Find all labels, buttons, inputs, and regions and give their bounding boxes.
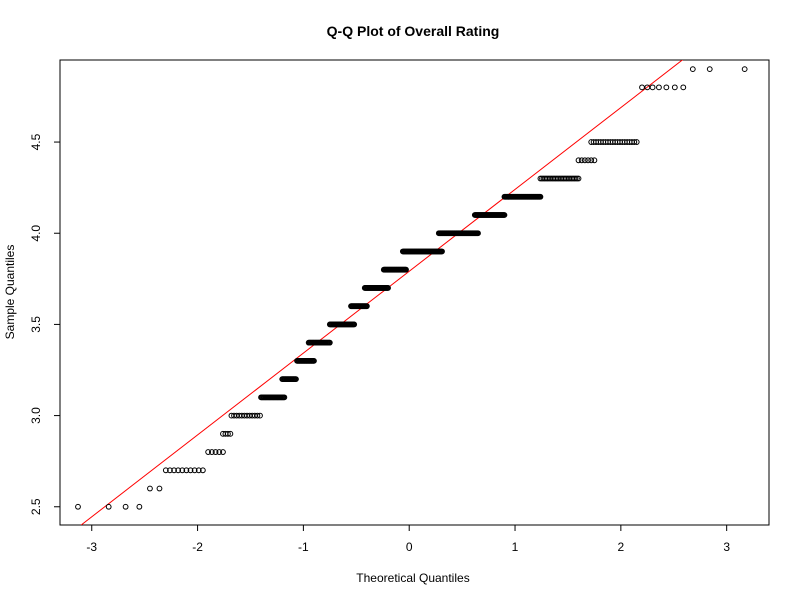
data-point (162, 467, 169, 474)
data-point (649, 84, 656, 91)
data-point (578, 157, 585, 164)
x-tick-label: -3 (86, 540, 97, 554)
data-point (351, 321, 358, 328)
data-point (537, 193, 544, 200)
data-point (212, 449, 219, 455)
data-point (199, 467, 206, 474)
data-point (591, 157, 598, 164)
data-point (254, 412, 261, 419)
data-point (136, 503, 143, 510)
x-tick-label: -2 (192, 540, 203, 554)
plot-frame (59, 59, 770, 526)
data-point (639, 84, 645, 91)
data-point (122, 503, 129, 510)
x-tick-label: 3 (723, 540, 730, 554)
y-axis: 2.5 3.0 3.5 4.0 4.5 (29, 133, 61, 515)
data-point (689, 66, 696, 73)
data-point (227, 430, 234, 437)
data-point (585, 157, 591, 164)
data-point (588, 157, 595, 164)
data-point (293, 376, 299, 383)
data-point (187, 467, 194, 474)
x-tick-label: 0 (406, 540, 413, 554)
data-point (671, 84, 678, 91)
data-point (205, 449, 212, 455)
data-point (225, 430, 231, 437)
data-point (475, 230, 481, 237)
data-point (216, 449, 223, 455)
x-tick-label: 1 (512, 540, 519, 554)
chart-title: Q-Q Plot of Overall Rating (327, 23, 500, 39)
data-point (633, 139, 640, 145)
data-point (208, 449, 215, 455)
data-point (191, 467, 198, 474)
data-point (706, 66, 713, 73)
data-point (179, 467, 186, 474)
data-point (171, 467, 177, 474)
data-point (220, 449, 226, 455)
data-point (663, 84, 670, 91)
data-point (195, 467, 202, 474)
data-point (575, 157, 582, 164)
data-point (75, 503, 81, 510)
data-point (105, 503, 112, 510)
data-point (656, 84, 662, 91)
x-axis-label: Theoretical Quantiles (356, 571, 469, 585)
data-point (167, 467, 173, 474)
x-tick-label: 2 (618, 540, 625, 554)
y-tick-label: 4.0 (29, 225, 43, 242)
x-tick-label: -1 (298, 540, 309, 554)
data-point (363, 303, 370, 310)
data-point (311, 357, 317, 364)
y-tick-label: 4.5 (29, 133, 43, 150)
data-point (439, 248, 445, 255)
data-point (741, 66, 748, 73)
data-point (156, 485, 163, 492)
data-point (175, 467, 182, 474)
data-point (581, 157, 588, 164)
x-axis: -3 -2 -1 0 1 2 3 (86, 524, 730, 554)
data-point (281, 394, 288, 401)
y-tick-label: 3.0 (29, 407, 43, 424)
data-point (147, 485, 153, 492)
y-tick-label: 2.5 (29, 498, 43, 515)
data-point (680, 84, 687, 91)
data-point (501, 212, 508, 218)
data-point (385, 285, 391, 291)
data-point (183, 467, 190, 474)
data-point (403, 266, 409, 273)
data-point (575, 175, 582, 182)
data-point (326, 339, 333, 346)
y-tick-label: 3.5 (29, 316, 43, 333)
y-axis-label: Sample Quantiles (3, 245, 17, 340)
data-points (75, 66, 748, 510)
data-point (257, 412, 263, 419)
data-point (631, 139, 638, 145)
